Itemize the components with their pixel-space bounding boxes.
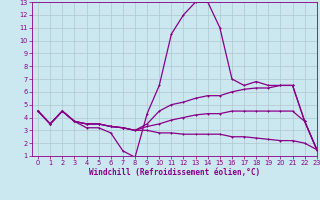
X-axis label: Windchill (Refroidissement éolien,°C): Windchill (Refroidissement éolien,°C) bbox=[89, 168, 260, 177]
